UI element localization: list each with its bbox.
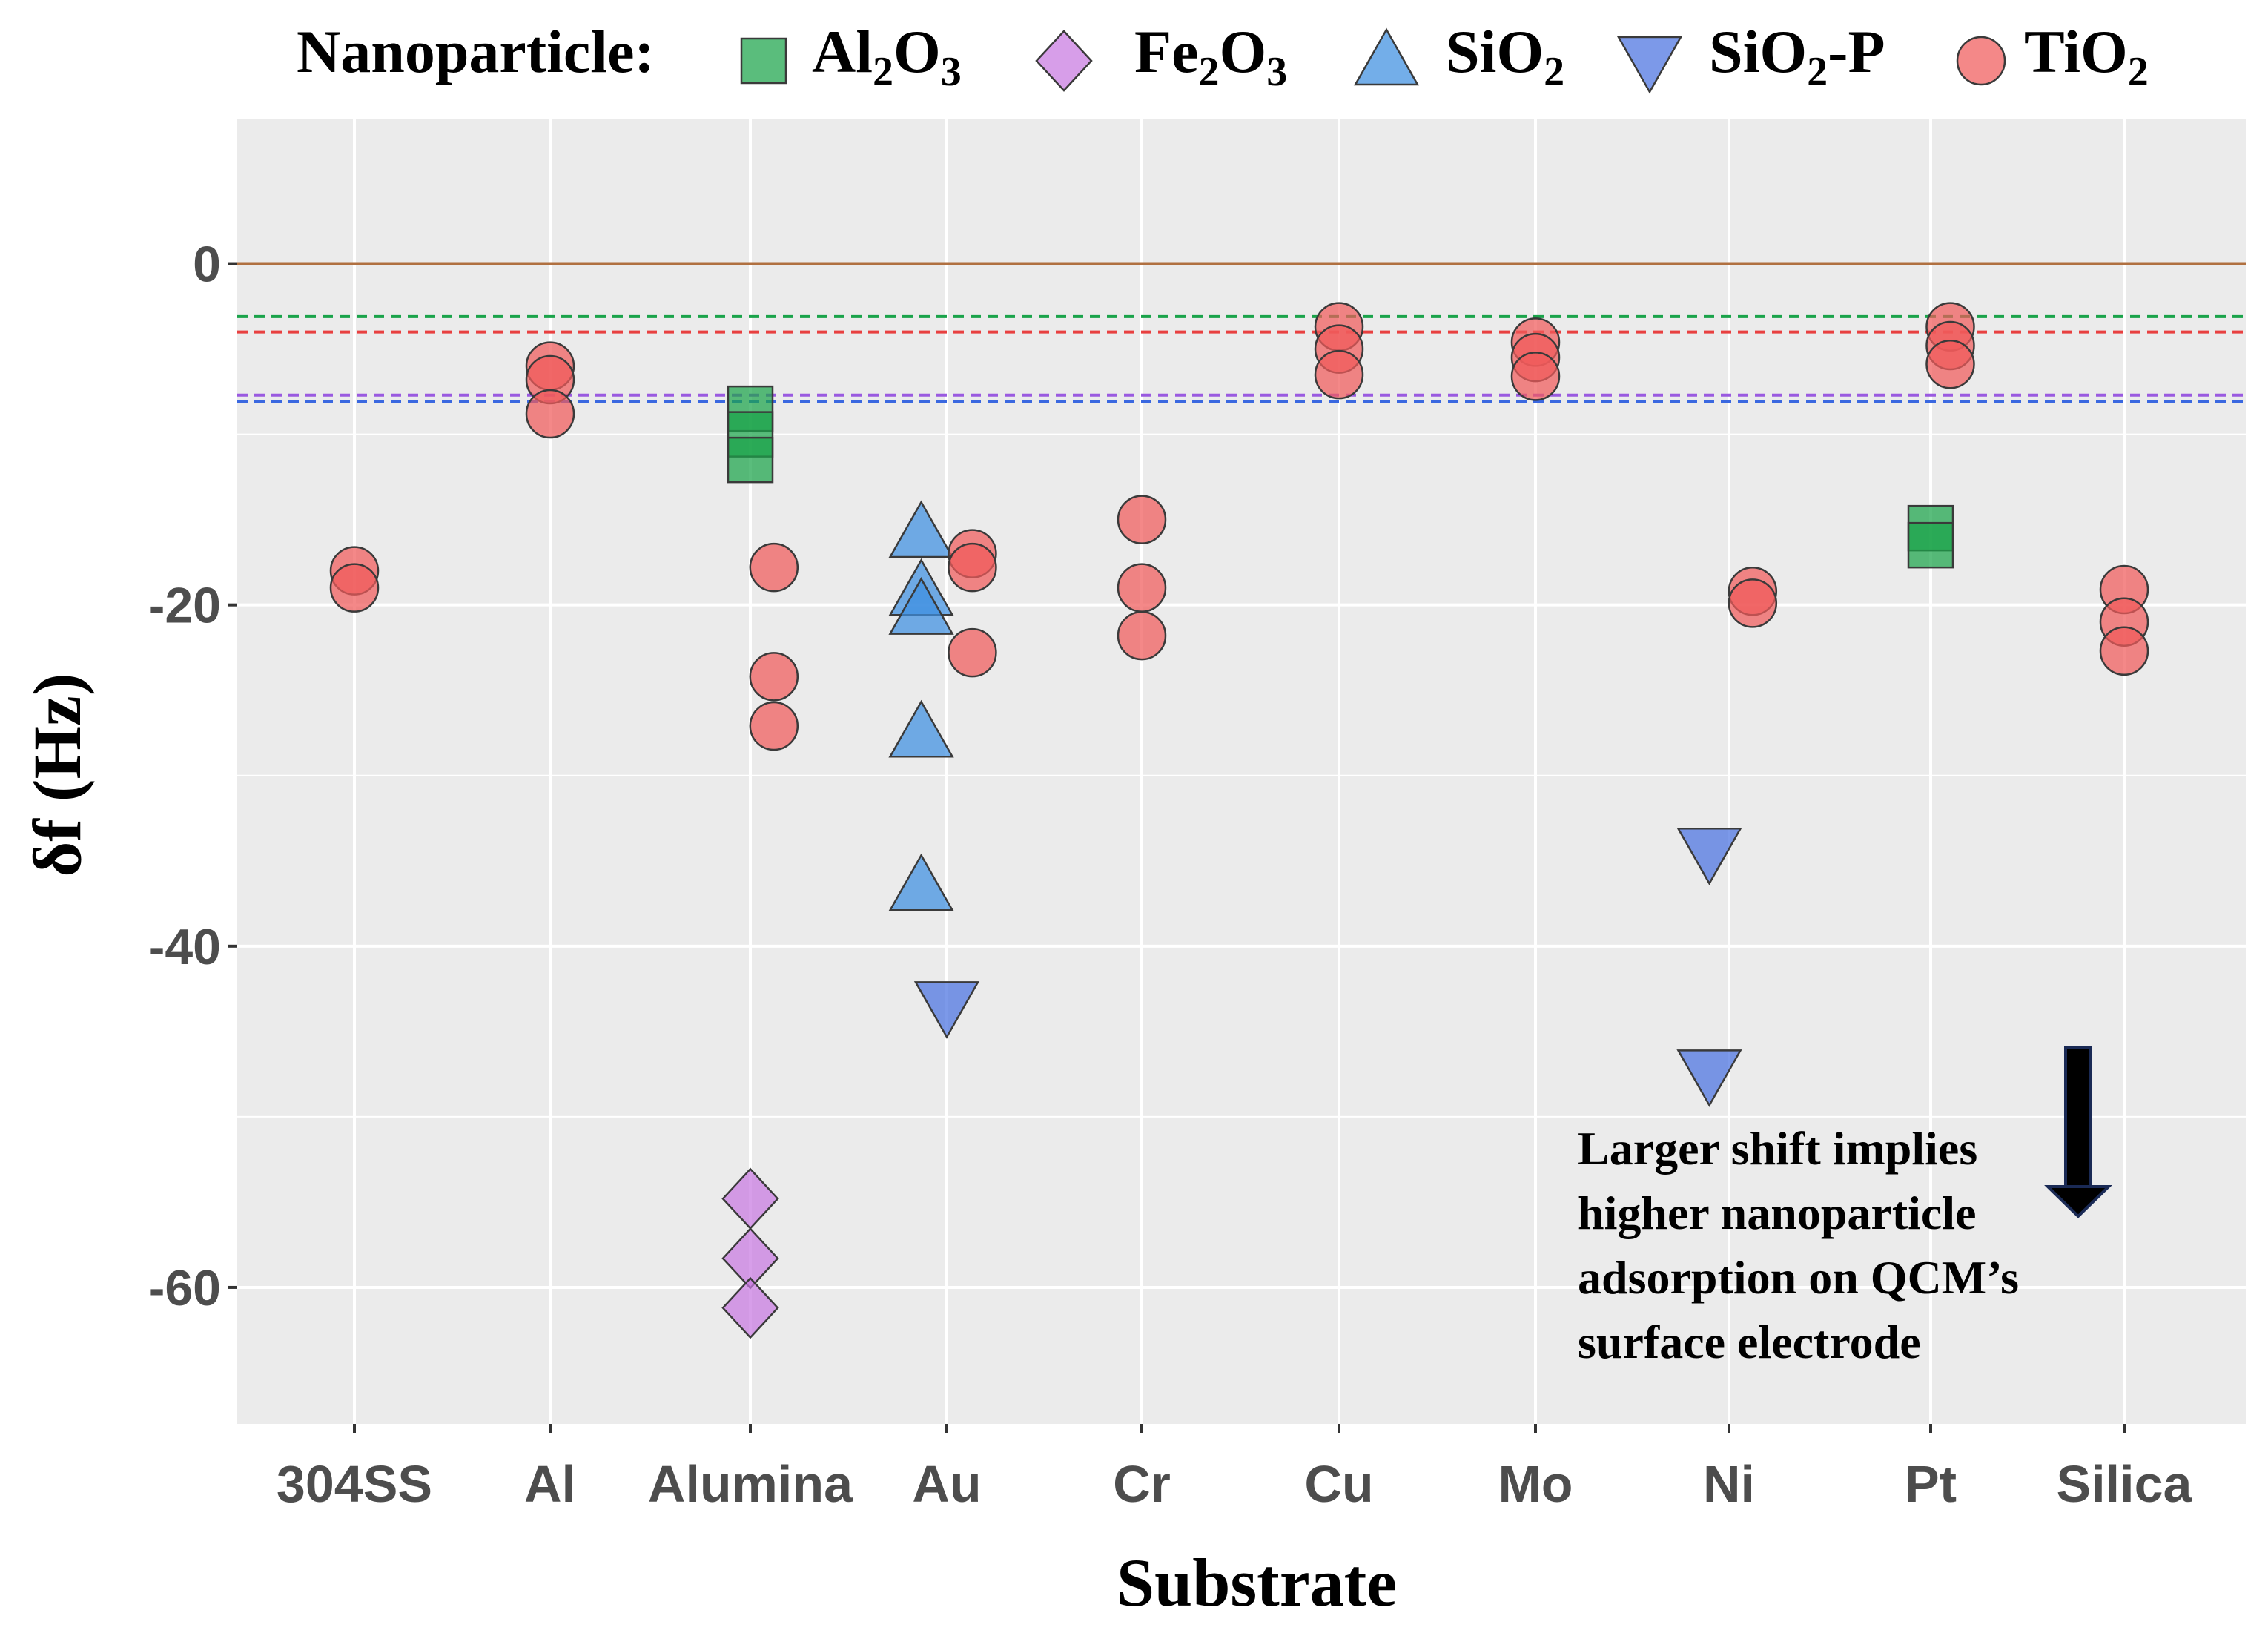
x-tick-label: Cr	[1113, 1455, 1171, 1513]
legend: Nanoparticle: Al2O3 Fe2O3 SiO2 SiO2-P TiO2	[297, 18, 2149, 95]
x-axis: 304SS Al Alumina Au Cr Cu Mo Ni Pt Silica	[277, 1424, 2193, 1513]
x-tick-label: Mo	[1498, 1455, 1573, 1513]
legend-label: Fe2O3	[1134, 18, 1287, 95]
y-tick-label: 0	[193, 237, 221, 293]
x-tick-label: 304SS	[277, 1455, 432, 1513]
data-point	[1117, 495, 1167, 544]
annotation-text-line: adsorption on QCM’s	[1578, 1251, 2019, 1304]
data-point	[2099, 626, 2149, 676]
arrow-shaft	[2064, 1046, 2092, 1197]
x-tick-label: Pt	[1905, 1455, 1957, 1513]
legend-key-tio2	[1956, 36, 2006, 86]
legend-label: SiO2-P	[1709, 18, 1885, 95]
x-tick-label: Cu	[1304, 1455, 1373, 1513]
data-points	[329, 302, 2149, 1339]
y-axis: 0 -20 -40 -60	[148, 237, 237, 1316]
data-point	[1314, 349, 1364, 400]
data-point	[749, 542, 799, 593]
data-point	[525, 389, 575, 439]
annotation-text-line: higher nanoparticle	[1578, 1187, 1977, 1239]
annotation: Larger shift implies higher nanoparticle a…	[1578, 1046, 2112, 1368]
y-tick-label: -60	[148, 1260, 221, 1316]
legend-key-al2o3	[740, 37, 787, 85]
data-point	[1510, 352, 1561, 401]
data-point	[749, 701, 799, 751]
y-tick-label: -20	[148, 578, 221, 634]
plot-panel	[237, 119, 2246, 1424]
data-point	[888, 699, 954, 758]
legend-key-fe2o3	[1035, 30, 1093, 92]
data-point	[1728, 578, 1778, 628]
y-tick-label: -40	[148, 919, 221, 975]
legend-key-sio2-p	[1616, 36, 1683, 94]
legend-key-sio2	[1353, 27, 1420, 86]
data-point	[1907, 521, 1954, 569]
reference-lines	[237, 262, 2246, 403]
x-tick-label: Ni	[1703, 1455, 1755, 1513]
data-point	[888, 577, 954, 635]
data-point	[948, 542, 997, 593]
legend-title: Nanoparticle:	[297, 18, 655, 85]
data-point	[888, 853, 954, 911]
data-point	[1117, 610, 1167, 661]
data-point	[948, 627, 997, 678]
data-point	[727, 436, 774, 484]
annotation-text-line: surface electrode	[1578, 1316, 1921, 1368]
x-axis-title: Substrate	[1117, 1545, 1397, 1620]
data-point	[749, 652, 799, 702]
legend-label: TiO2	[2024, 18, 2149, 95]
data-point	[1676, 1049, 1742, 1107]
data-point	[1117, 563, 1167, 613]
arrow-down-icon	[2044, 1185, 2112, 1218]
data-point	[721, 1276, 779, 1339]
y-axis-title: δf (Hz)	[19, 673, 95, 877]
annotation-text-line: Larger shift implies	[1578, 1122, 1977, 1175]
x-tick-label: Alumina	[648, 1455, 853, 1513]
x-tick-label: Silica	[2057, 1455, 2193, 1513]
data-point	[1676, 828, 1742, 885]
legend-label: SiO2	[1446, 18, 1564, 95]
data-point	[888, 500, 954, 558]
x-tick-label: Al	[524, 1455, 576, 1513]
x-tick-label: Au	[912, 1455, 981, 1513]
data-point	[329, 563, 380, 613]
data-point	[1925, 340, 1975, 389]
data-point	[913, 981, 980, 1039]
legend-label: Al2O3	[812, 18, 962, 95]
